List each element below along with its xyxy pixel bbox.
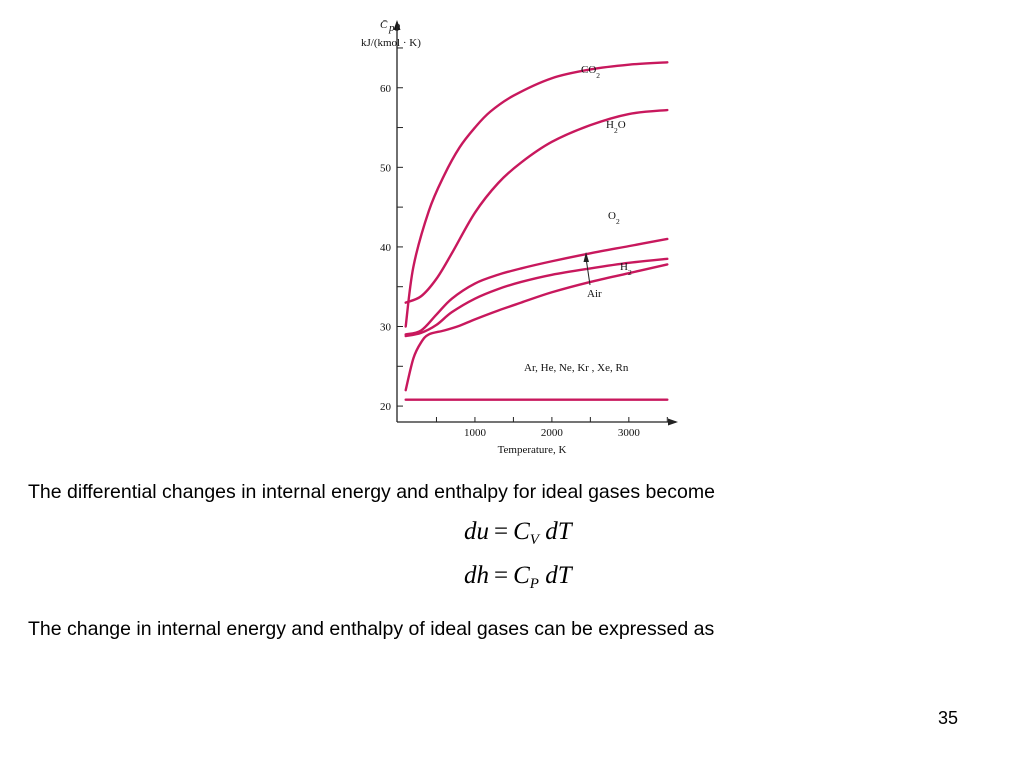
x-axis-arrow [668, 418, 678, 426]
y-axis-units: kJ/(kmol · K) [361, 37, 421, 49]
chart-curves [404, 61, 669, 401]
equation-du-rhs: dT [545, 518, 572, 545]
y-tick-label-50: 50 [380, 162, 392, 174]
series-label-4: H2 [620, 261, 632, 277]
series-label-3-text: Air [587, 288, 602, 300]
y-tick-label-30: 30 [380, 322, 392, 334]
chart-labels: Temperature, K C̄ p0 kJ/(kmol · K) CO2 H2O O2 H… [361, 19, 632, 456]
equation-dh-lhs: dh [464, 562, 489, 589]
equation-du-equals: = [494, 518, 509, 545]
series-line-3-air [404, 257, 669, 338]
series-label-5-text: Ar, He, Ne, Kr , Xe, Rn [524, 362, 629, 374]
y-tick-label-20: 20 [380, 401, 392, 413]
equation-du-lhs: du [464, 518, 489, 545]
series-label-2-text: O2 [608, 210, 620, 226]
series-line-0-co2 [404, 61, 669, 328]
y-tick-label-40: 40 [380, 242, 392, 254]
equation-dh-cp-subscript: P [529, 576, 539, 592]
chart-axes [393, 20, 678, 426]
series-label-1: H2O [606, 119, 626, 135]
x-tick-label-2000: 2000 [541, 427, 564, 439]
equation-dh-equals: = [494, 562, 509, 589]
y-axis-arrow [393, 20, 401, 30]
x-tick-label-1000: 1000 [464, 427, 487, 439]
series-label-4-text: H2 [620, 261, 632, 277]
series-label-0: CO2 [581, 64, 600, 80]
paragraph-change-expressed: The change in internal energy and enthal… [28, 618, 715, 640]
equation-du-cv: C [513, 518, 530, 545]
series-line-2-o2 [404, 237, 669, 336]
equation-dh-cp: C [513, 562, 530, 589]
x-axis-label: Temperature, K [498, 444, 567, 456]
series-line-1-h2o [404, 108, 669, 304]
page-number: 35 [938, 708, 959, 728]
air-pointer-line [585, 257, 591, 286]
equation-du: du = CV dT [464, 518, 572, 549]
series-label-5: Ar, He, Ne, Kr , Xe, Rn [524, 362, 629, 374]
air-pointer-arrowhead [583, 252, 589, 262]
series-label-2: O2 [608, 210, 620, 226]
equation-du-cv-subscript: V [529, 532, 539, 548]
series-line-4-h2 [404, 263, 669, 392]
series-label-1-text: H2O [606, 119, 626, 135]
paragraph-differential-changes: The differential changes in internal ene… [28, 481, 715, 503]
chart-ticks: 20 30 40 50 60 1000 2000 3000 [380, 47, 668, 439]
cp-vs-temperature-chart: 20 30 40 50 60 1000 2000 3000 Temperature, K C̄ p… [361, 19, 678, 456]
equation-dh: dh = CP dT [464, 562, 572, 593]
y-tick-label-60: 60 [380, 83, 392, 95]
equation-dh-rhs: dT [545, 562, 572, 589]
y-axis-symbol-subscript: p0 [388, 22, 401, 34]
x-tick-label-3000: 3000 [618, 427, 641, 439]
series-label-3: Air [587, 288, 602, 300]
series-label-0-text: CO2 [581, 64, 600, 80]
y-axis-symbol: C̄ [380, 19, 388, 31]
